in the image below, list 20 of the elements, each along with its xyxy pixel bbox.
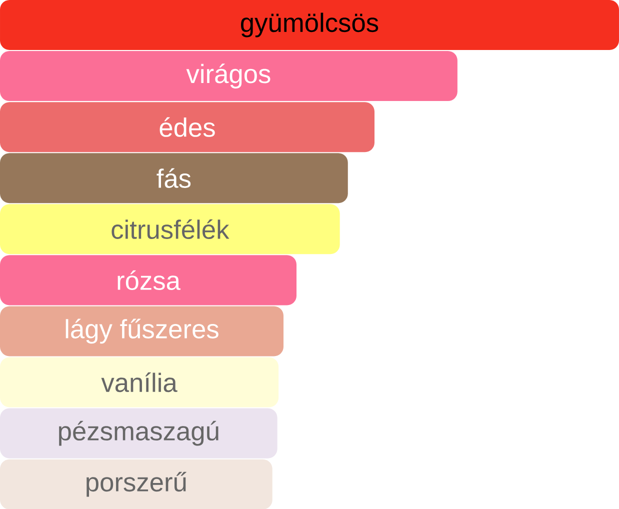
bar [0,204,340,254]
bar [0,357,279,408]
y-tick-label: porszerű [86,472,186,497]
bar [0,306,284,356]
bar [0,102,374,152]
y-tick-label: fás [156,168,191,188]
bar [0,459,272,509]
y-tick-label: vanília [101,372,178,392]
y-tick-label: citrusfélék [112,219,230,239]
bar [0,152,348,203]
y-tick-label: virágos [186,63,270,88]
bar [0,0,619,50]
bar [0,408,278,458]
y-tick-label: lágy fűszeres [66,318,218,344]
y-tick-label: pézsmaszagú [59,420,218,446]
bar [0,50,458,101]
y-tick-label: gyümölcsös [241,12,378,38]
bar [0,255,296,306]
y-tick-label: édes [160,117,215,137]
y-tick-label: rózsa [118,270,180,290]
